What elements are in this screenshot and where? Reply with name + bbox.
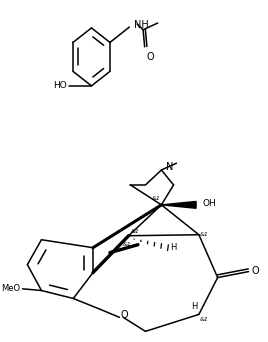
Text: O: O (146, 52, 154, 62)
Text: O: O (121, 310, 128, 320)
Text: &1: &1 (151, 196, 160, 201)
Text: O: O (252, 266, 259, 276)
Text: N: N (166, 162, 173, 172)
Text: &1: &1 (123, 242, 132, 247)
Text: HO: HO (53, 81, 67, 90)
Text: MeO: MeO (1, 284, 21, 293)
Text: &1: &1 (200, 317, 209, 322)
Text: H: H (170, 243, 176, 252)
Text: NH: NH (133, 20, 148, 30)
Text: &1: &1 (131, 229, 139, 234)
Text: H: H (191, 302, 198, 311)
Text: &1: &1 (200, 232, 209, 237)
Polygon shape (161, 201, 196, 208)
Text: OH: OH (202, 199, 216, 208)
